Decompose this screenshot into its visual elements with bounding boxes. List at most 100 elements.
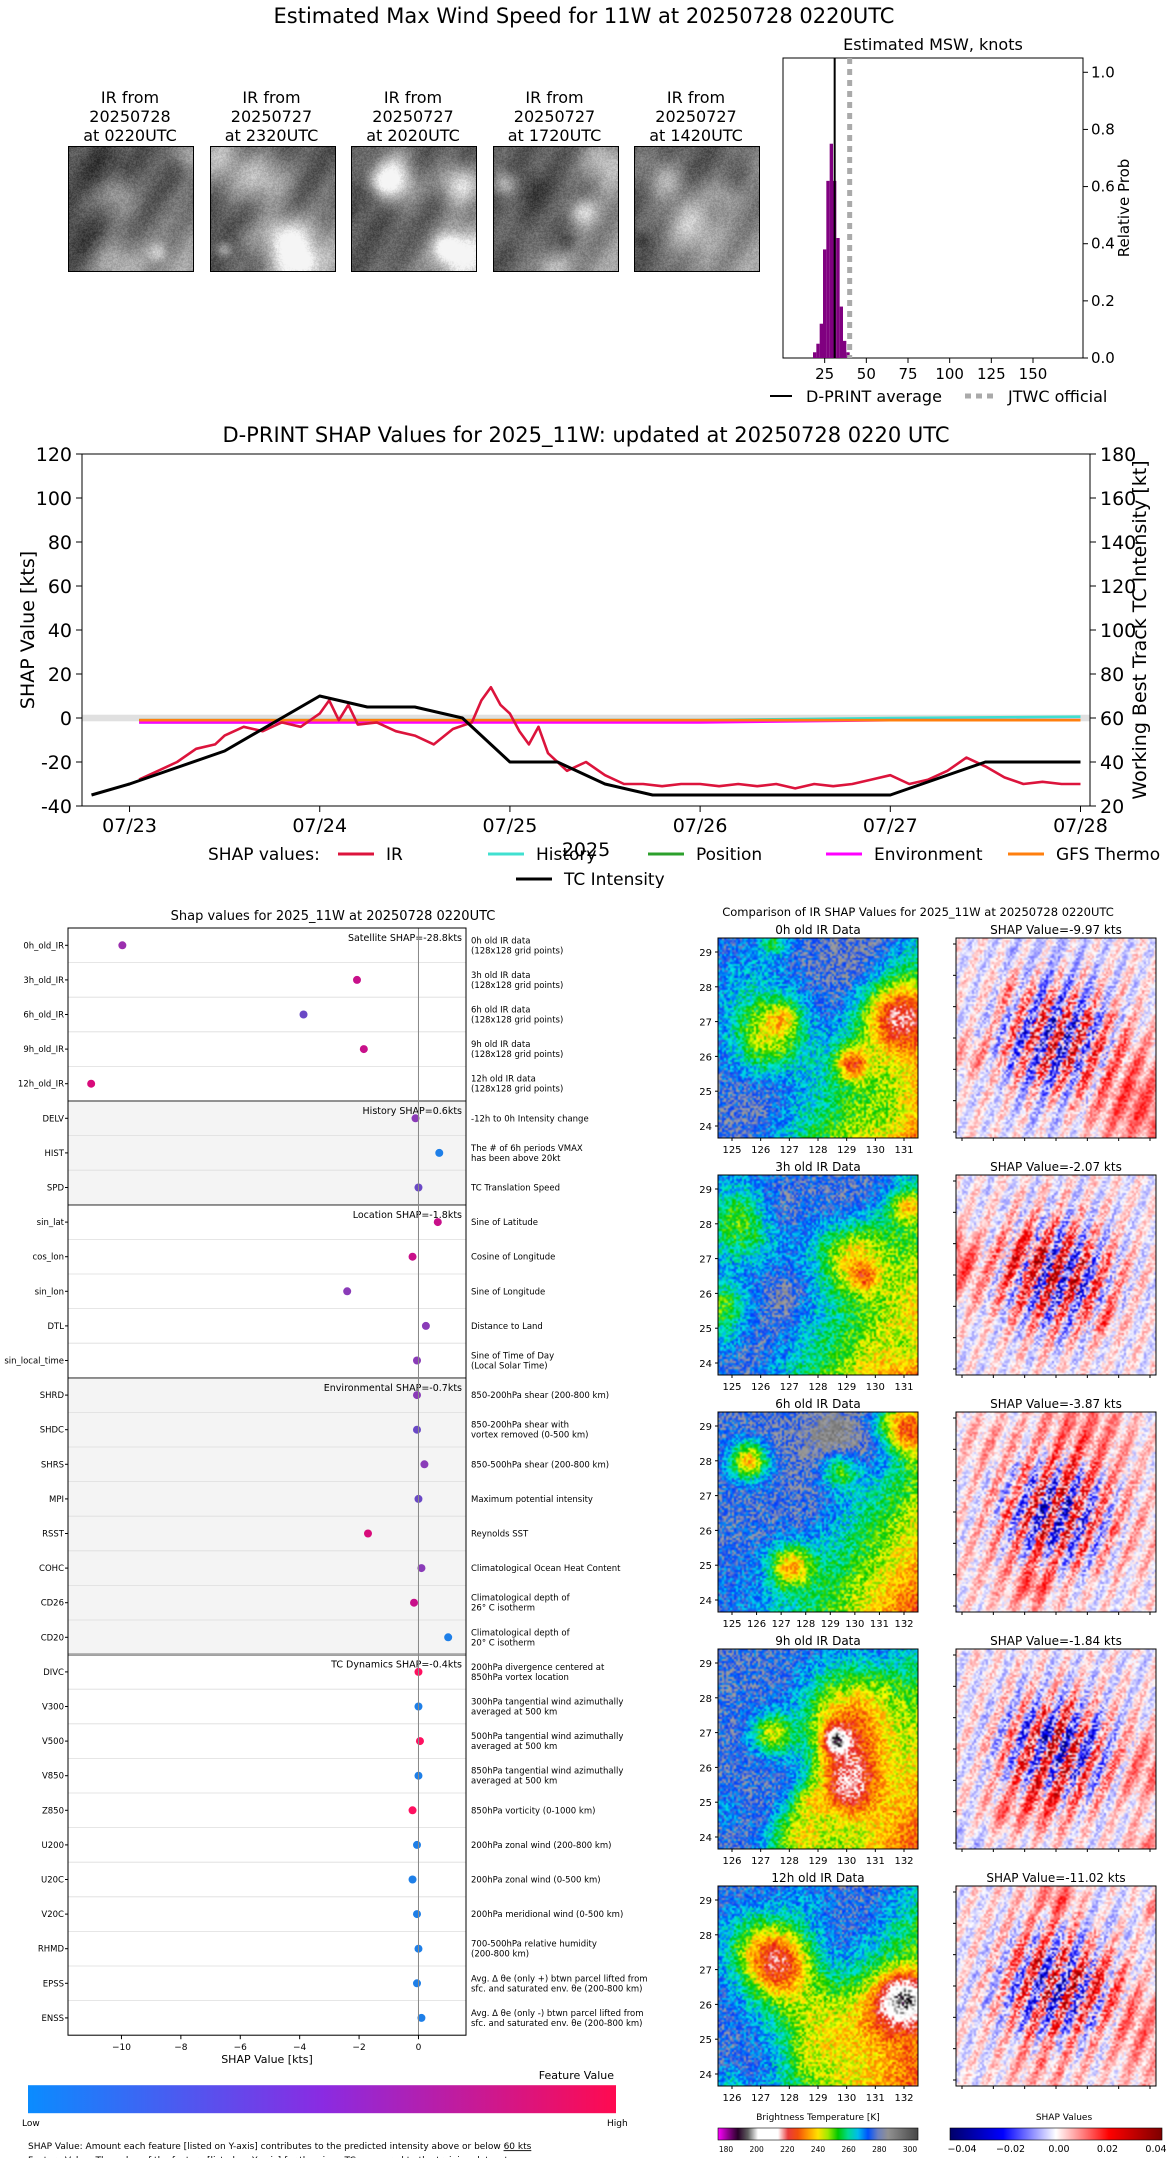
feature-name: 6h_old_IR: [23, 1011, 64, 1021]
feature-description: 200hPa divergence centered at: [471, 1663, 605, 1673]
feature-name: 12h_old_IR: [18, 1080, 64, 1090]
feature-description: Climatological depth of: [471, 1594, 571, 1604]
legend-jtwc-label: JTWC official: [1007, 387, 1107, 406]
x-tick-label: 129: [837, 1145, 856, 1156]
feature-description: has been above 20kt: [471, 1154, 561, 1164]
legend-title: SHAP values:: [208, 845, 320, 865]
shap-timeseries-chart: D-PRINT SHAP Values for 2025_11W: update…: [17, 423, 1160, 888]
x-tick-label: 129: [821, 1619, 840, 1630]
y-tick-label: -40: [41, 796, 72, 818]
shap-colorbar-tick: 0.04: [1145, 2144, 1166, 2155]
histogram-frame: [782, 57, 1084, 359]
feature-description: (128x128 grid points): [471, 981, 563, 991]
bt-colorbar-title: Brightness Temperature [K]: [756, 2113, 880, 2123]
feature-description: Distance to Land: [471, 1322, 543, 1332]
ir-thumb-caption: at 1420UTC: [649, 126, 743, 145]
y-tick-label: 26: [699, 1763, 712, 1774]
x-tick-label: 100: [935, 365, 964, 383]
feature-description: 500hPa tangential wind azimuthally: [471, 1732, 623, 1742]
histogram-bar: [816, 343, 820, 358]
histogram-bar: [829, 143, 833, 358]
histogram-bar: [843, 340, 847, 358]
feature-shap-dot: [299, 1010, 308, 1019]
y-tick-label: 25: [699, 1087, 712, 1098]
feature-description: 200hPa meridional wind (0-500 km): [471, 1910, 623, 1920]
feature-name: CD20: [41, 1633, 64, 1643]
legend-average-label: D-PRINT average: [806, 387, 942, 406]
group-label: TC Dynamics SHAP=-0.4kts: [330, 1660, 462, 1671]
feature-description: Sine of Longitude: [471, 1287, 545, 1297]
ir-panel-frame: [717, 1411, 919, 1613]
y-tick-label: 0.2: [1091, 292, 1115, 310]
feature-name: 0h_old_IR: [23, 941, 64, 951]
group-label: Satellite SHAP=-28.8kts: [348, 933, 462, 944]
x-tick-label: −2: [352, 2043, 365, 2053]
feature-name: RSST: [42, 1530, 65, 1540]
feature-name: EPSS: [43, 1979, 64, 1989]
feature-name: DTL: [48, 1322, 65, 1332]
x-tick-label: 129: [837, 1382, 856, 1393]
feature-description: (Local Solar Time): [471, 1362, 548, 1372]
x-tick-label: 125: [977, 365, 1006, 383]
y-tick-label: 24: [699, 1596, 712, 1607]
feature-name: COHC: [39, 1564, 64, 1574]
y-tick-label: 27: [699, 1966, 712, 1977]
legend-label: TC Intensity: [563, 870, 665, 888]
x-tick-label: 131: [894, 1145, 913, 1156]
x-tick-label: 126: [722, 1856, 741, 1867]
feature-colorbar: [28, 2085, 616, 2114]
ir-thumb-caption: 20250728: [89, 107, 171, 126]
feature-shap-dot: [412, 1979, 421, 1988]
ir-thumbnail-image: [351, 146, 477, 272]
bt-colorbar-tick: 220: [780, 2145, 795, 2154]
feature-name: sin_lat: [37, 1218, 65, 1228]
timeseries-y-label: SHAP Value [kts]: [17, 551, 39, 709]
feature-description: Cosine of Longitude: [471, 1253, 555, 1263]
x-tick-label: 127: [772, 1619, 791, 1630]
series-line-tc-intensity: [91, 694, 1081, 797]
ir-panel-image: [718, 938, 918, 1138]
feature-description: 850hPa vorticity (0-1000 km): [471, 1806, 595, 1816]
feature-name: SPD: [47, 1184, 65, 1194]
feature-name: HIST: [45, 1149, 65, 1159]
x-tick-label: 150: [1019, 365, 1048, 383]
feature-shap-dot: [87, 1079, 96, 1088]
feature-colorbar-title: Feature Value: [539, 2069, 615, 2082]
shap-colorbar-tick: 0.00: [1048, 2144, 1069, 2155]
x-tick-label: 125: [722, 1382, 741, 1393]
y2-tick-label: 120: [1100, 576, 1136, 598]
x-tick-label: 130: [837, 2093, 856, 2104]
feature-description: 26° C isotherm: [471, 1604, 535, 1614]
y-tick-label: 24: [699, 1833, 712, 1844]
y2-tick-label: 20: [1100, 796, 1124, 818]
feature-description: 3h old IR data: [471, 971, 530, 981]
feature-name: MPI: [49, 1495, 64, 1505]
x-tick-label: 132: [894, 2093, 913, 2104]
y-tick-label: 25: [699, 1324, 712, 1335]
feature-name: U20C: [41, 1876, 64, 1886]
x-tick-label: 126: [722, 2093, 741, 2104]
feature-description: 12h old IR data: [471, 1075, 536, 1085]
bt-colorbar-tick: 280: [872, 2145, 887, 2154]
bt-colorbar-tick: 240: [811, 2145, 826, 2154]
feature-shap-dot: [417, 2013, 426, 2022]
timeseries-title: D-PRINT SHAP Values for 2025_11W: update…: [222, 423, 949, 448]
ir-panel-title: 0h old IR Data: [775, 923, 861, 937]
y-tick-label: 27: [699, 1018, 712, 1029]
feature-description: 850-200hPa shear with: [471, 1421, 569, 1431]
x-tick-label: 126: [751, 1145, 770, 1156]
feature-description: 200hPa zonal wind (0-500 km): [471, 1876, 601, 1886]
group-label: Location SHAP=-1.8kts: [353, 1210, 462, 1221]
y-tick-label: -20: [41, 752, 72, 774]
x-tick-label: 131: [870, 1619, 889, 1630]
ir-thumb-caption: 20250727: [372, 107, 454, 126]
x-tick-label: 130: [837, 1856, 856, 1867]
y-tick-label: 26: [699, 2000, 712, 2011]
x-tick-label: 75: [898, 365, 917, 383]
x-tick-label: −6: [234, 2043, 248, 2053]
y-tick-label: 1.0: [1091, 63, 1115, 81]
y-tick-label: 80: [48, 532, 72, 554]
y-tick-label: 28: [699, 1931, 712, 1942]
feature-shap-dot: [412, 1425, 421, 1434]
histogram-title: Estimated MSW, knots: [843, 35, 1023, 54]
